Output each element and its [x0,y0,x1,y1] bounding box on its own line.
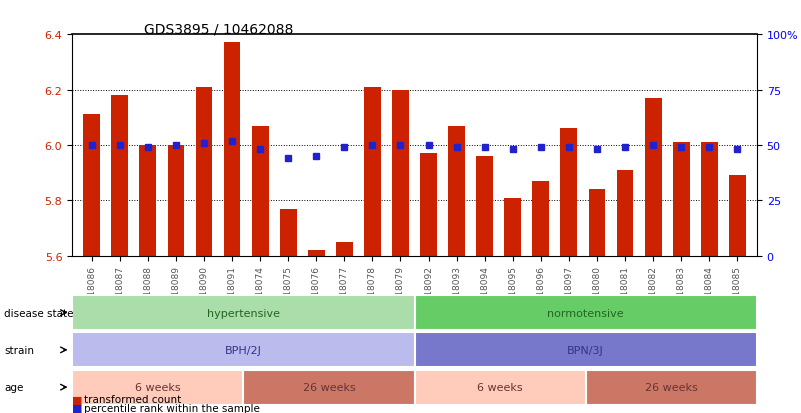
Text: age: age [4,382,23,392]
Text: percentile rank within the sample: percentile rank within the sample [84,403,260,413]
Text: hypertensive: hypertensive [207,308,280,318]
Bar [589,190,606,256]
Bar [111,96,128,256]
Bar [645,99,662,256]
Text: 26 weeks: 26 weeks [303,382,356,392]
Bar [280,209,296,256]
Text: BPN/3J: BPN/3J [567,345,604,355]
Bar [729,176,746,256]
Bar [449,126,465,256]
Text: normotensive: normotensive [547,308,624,318]
Bar [701,143,718,256]
Bar [252,126,268,256]
Bar [223,43,240,256]
Bar [83,115,100,256]
Text: transformed count: transformed count [84,394,181,404]
Bar [336,242,352,256]
Bar [167,146,184,256]
Bar [364,88,380,256]
Bar [139,146,156,256]
Text: disease state: disease state [4,308,74,318]
Bar [308,251,324,256]
Bar [673,143,690,256]
Text: strain: strain [4,345,34,355]
Text: 26 weeks: 26 weeks [645,382,698,392]
Text: BPH/2J: BPH/2J [225,345,262,355]
Text: 6 weeks: 6 weeks [477,382,523,392]
Bar [617,171,634,256]
Text: 6 weeks: 6 weeks [135,382,180,392]
Text: GDS3895 / 10462088: GDS3895 / 10462088 [144,23,293,37]
Bar [477,157,493,256]
Bar [392,90,409,256]
Bar [533,181,549,256]
Text: ■: ■ [72,403,83,413]
Bar [561,129,578,256]
Bar [195,88,212,256]
Bar [421,154,437,256]
Bar [505,198,521,256]
Text: ■: ■ [72,394,83,404]
